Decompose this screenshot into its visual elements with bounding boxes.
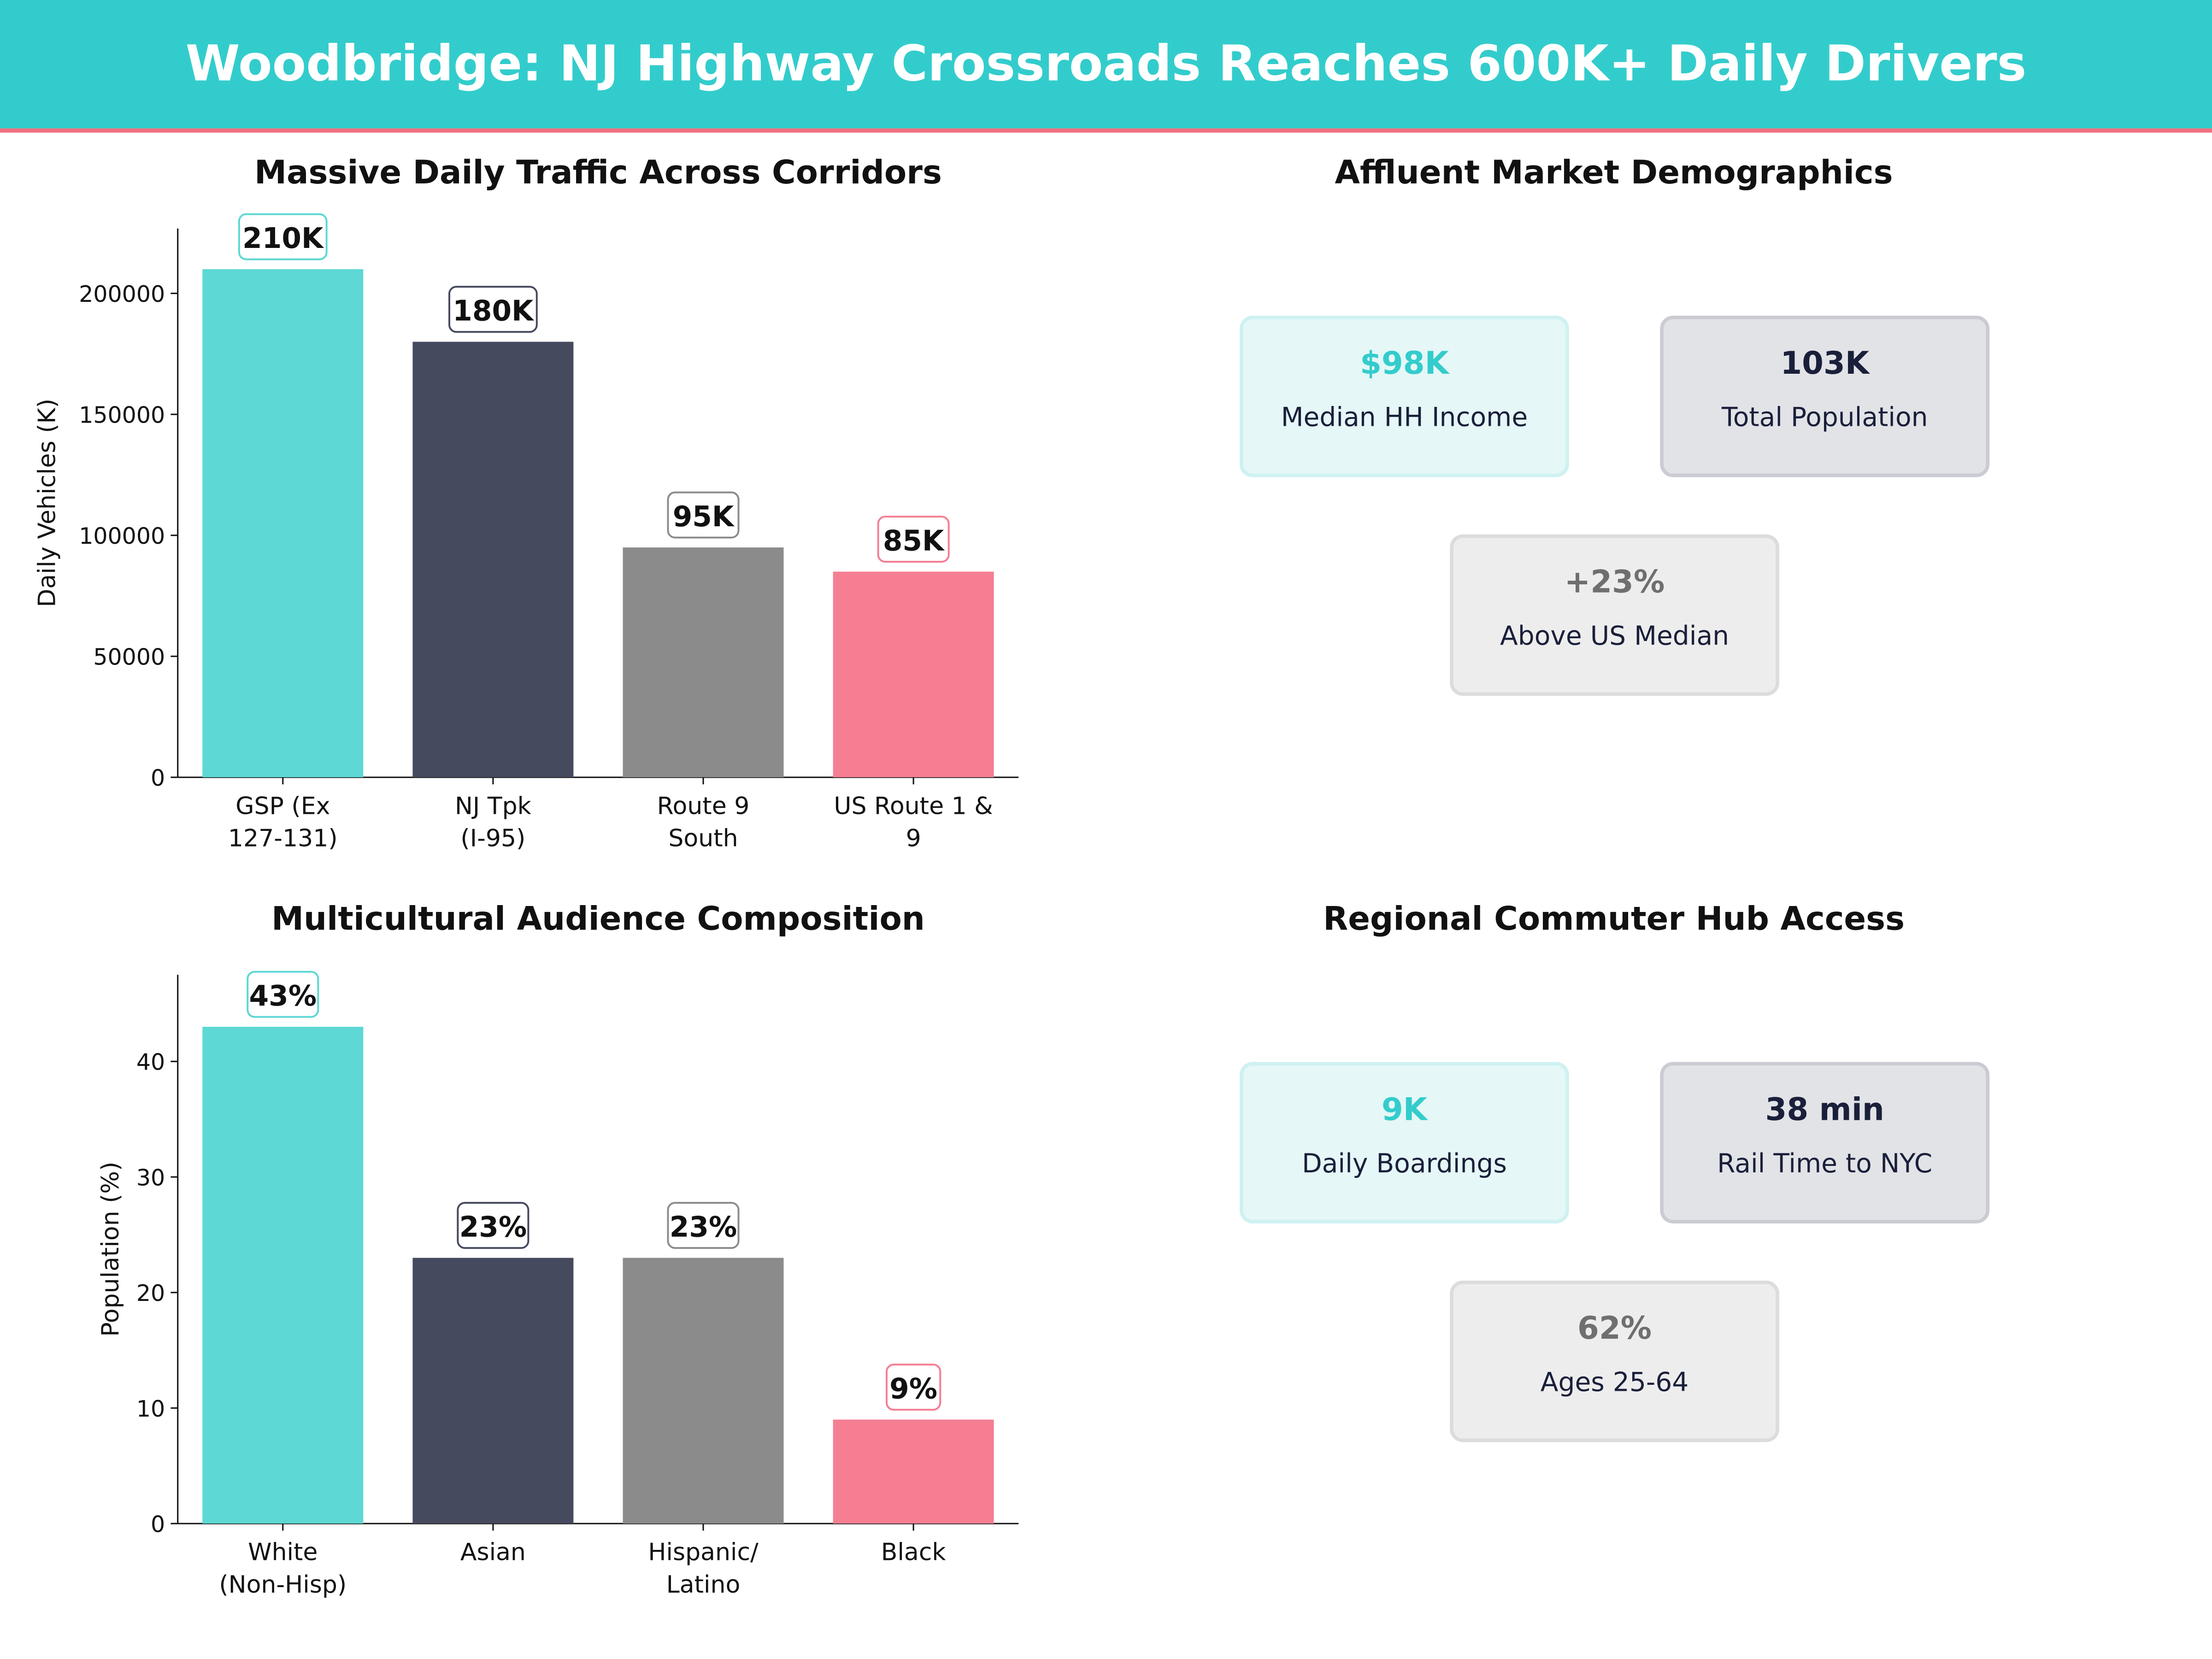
stat-card-background: [1450, 534, 1779, 696]
x-tick-label: Hispanic/: [648, 1539, 759, 1566]
stat-label: Rail Time to NYC: [1717, 1148, 1932, 1179]
data-label-box: [448, 286, 538, 333]
y-tick-label: 40: [136, 1049, 165, 1076]
stat-card-background: [1660, 1062, 1990, 1224]
chart-title: Massive Daily Traffic Across Corridors: [254, 153, 942, 191]
y-tick-label: 0: [151, 765, 165, 791]
commuter-panel: Regional Commuter Hub Access 9K Daily Boar…: [1240, 900, 1990, 1442]
x-tick-label: NJ Tpk: [455, 792, 531, 820]
x-tick-label: 127-131): [228, 825, 338, 853]
demographics-panel: Affluent Market Demographics $98K Median H…: [1240, 153, 1990, 696]
data-label: 210K: [242, 222, 324, 255]
x-tick-label: Route 9: [657, 792, 750, 820]
data-label: 23%: [670, 1211, 737, 1244]
page-title: Woodbridge: NJ Highway Crossroads Reache…: [186, 35, 2027, 92]
stat-value: 9K: [1382, 1091, 1429, 1128]
x-tick-label: White: [248, 1539, 318, 1566]
bar: [412, 1258, 574, 1524]
x-tick-label: US Route 1 &: [834, 792, 993, 820]
stat-label: Daily Boardings: [1302, 1148, 1507, 1179]
x-tick-label: GSP (Ex: [235, 792, 330, 820]
x-tick-label: South: [668, 825, 738, 853]
y-axis-label: Population (%): [97, 1162, 124, 1337]
data-label-box: [885, 1364, 941, 1411]
data-label: 43%: [249, 980, 317, 1012]
stat-card: 9K Daily Boardings: [1240, 1062, 1569, 1224]
data-label-box: [877, 516, 950, 563]
y-tick-label: 20: [136, 1280, 165, 1306]
y-tick-label: 200000: [79, 281, 165, 307]
data-label: 23%: [459, 1211, 527, 1244]
panel-title: Regional Commuter Hub Access: [1323, 900, 1905, 937]
stat-value: 103K: [1780, 345, 1871, 381]
stat-card: 103K Total Population: [1660, 315, 1990, 477]
y-tick-label: 50000: [93, 644, 165, 671]
data-label-box: [667, 491, 740, 539]
stat-value: 38 min: [1765, 1091, 1884, 1128]
stat-card-background: [1660, 315, 1990, 477]
data-label-box: [247, 971, 319, 1018]
stat-card-background: [1450, 1280, 1779, 1442]
y-tick-label: 150000: [79, 402, 165, 429]
stat-label: Ages 25-64: [1541, 1367, 1689, 1397]
stat-card: 38 min Rail Time to NYC: [1660, 1062, 1990, 1224]
y-tick-label: 100000: [79, 523, 165, 549]
bar: [202, 1027, 364, 1524]
data-label: 9%: [889, 1373, 937, 1406]
audience-chart: Multicultural Audience Composition Popula…: [97, 900, 1019, 1599]
bar: [623, 1258, 784, 1524]
stat-label: Total Population: [1721, 402, 1928, 432]
bar: [623, 547, 784, 777]
stat-label: Above US Median: [1500, 621, 1729, 651]
x-tick-label: 9: [906, 825, 921, 853]
stat-value: $98K: [1360, 345, 1450, 381]
bar: [833, 1419, 994, 1524]
y-tick-label: 0: [151, 1511, 165, 1537]
x-tick-label: Black: [881, 1539, 946, 1566]
bar: [202, 269, 364, 777]
x-tick-label: Asian: [460, 1539, 526, 1566]
data-label: 180K: [453, 295, 535, 328]
stat-label: Median HH Income: [1281, 402, 1528, 432]
y-tick-label: 10: [136, 1396, 165, 1422]
data-label: 95K: [673, 500, 735, 533]
bar: [412, 341, 574, 777]
stat-card: +23% Above US Median: [1450, 534, 1779, 696]
header-accent-line: [0, 128, 2212, 133]
stat-card: 62% Ages 25-64: [1450, 1280, 1779, 1442]
data-label: 85K: [883, 525, 945, 558]
x-tick-label: (I-95): [460, 825, 525, 853]
stat-card: $98K Median HH Income: [1240, 315, 1569, 477]
stat-value: 62%: [1577, 1310, 1652, 1346]
panel-title: Affluent Market Demographics: [1335, 153, 1893, 191]
header-background: [0, 0, 2212, 129]
data-label-box: [457, 1202, 529, 1249]
chart-title: Multicultural Audience Composition: [271, 900, 925, 937]
stat-card-background: [1240, 315, 1569, 477]
data-label-box: [667, 1202, 740, 1249]
header: Woodbridge: NJ Highway Crossroads Reache…: [0, 0, 2212, 133]
traffic-chart: Massive Daily Traffic Across Corridors Da…: [33, 153, 1019, 853]
y-axis-label: Daily Vehicles (K): [33, 399, 61, 607]
x-tick-label: (Non-Hisp): [219, 1571, 347, 1599]
data-label-box: [238, 213, 328, 260]
bar: [833, 571, 994, 777]
x-tick-label: Latino: [666, 1571, 741, 1599]
stat-value: +23%: [1565, 564, 1665, 600]
y-tick-label: 30: [136, 1165, 165, 1191]
stat-card-background: [1240, 1062, 1569, 1224]
